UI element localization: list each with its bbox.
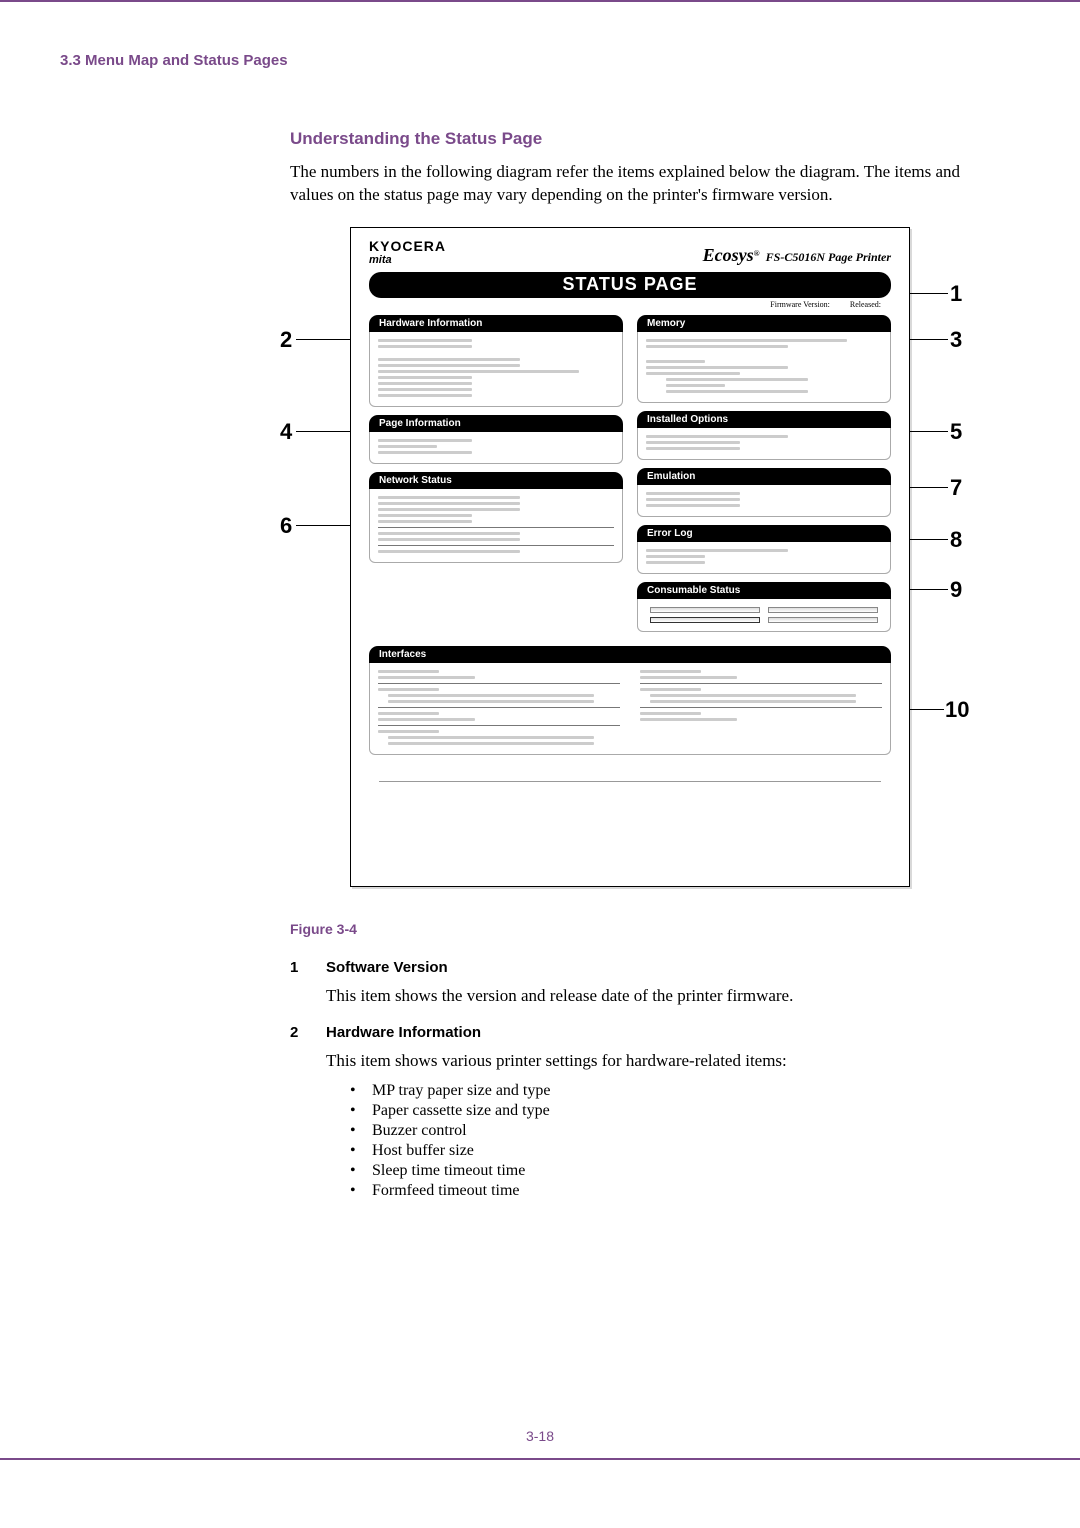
panel-title: Memory xyxy=(637,315,891,332)
meta-released: Released: xyxy=(850,300,881,309)
panel-network: Network Status xyxy=(369,472,623,563)
item-number: 1 xyxy=(290,959,304,976)
lead-line xyxy=(910,709,944,711)
bullet: Paper cassette size and type xyxy=(350,1102,1020,1120)
bullet: Host buffer size xyxy=(350,1142,1020,1160)
bullet: Sleep time timeout time xyxy=(350,1162,1020,1180)
bullet: MP tray paper size and type xyxy=(350,1082,1020,1100)
lead-line xyxy=(910,589,948,591)
panel-title: Page Information xyxy=(369,415,623,432)
panel-title: Network Status xyxy=(369,472,623,489)
panel-emulation: Emulation xyxy=(637,468,891,517)
callout-1: 1 xyxy=(950,281,962,307)
section-heading: Understanding the Status Page xyxy=(290,129,1020,149)
bullet: Formfeed timeout time xyxy=(350,1182,1020,1200)
section-breadcrumb: 3.3 Menu Map and Status Pages xyxy=(60,52,1020,69)
panel-hardware: Hardware Information xyxy=(369,315,623,407)
callout-10: 10 xyxy=(945,697,969,723)
panel-title: Error Log xyxy=(637,525,891,542)
item-2: 2 Hardware Information This item shows v… xyxy=(290,1024,1020,1201)
model-text: FS-C5016N Page Printer xyxy=(766,250,891,264)
item-1: 1 Software Version This item shows the v… xyxy=(290,959,1020,1008)
callout-3: 3 xyxy=(950,327,962,353)
panel-memory: Memory xyxy=(637,315,891,403)
panel-errorlog: Error Log xyxy=(637,525,891,574)
meta-firmware: Firmware Version: xyxy=(770,300,830,309)
bullet: Buzzer control xyxy=(350,1122,1020,1140)
item-bullets: MP tray paper size and type Paper casset… xyxy=(350,1082,1020,1200)
item-body: This item shows the version and release … xyxy=(326,984,966,1008)
brand-name: KYOCERA xyxy=(369,238,446,254)
panel-title: Emulation xyxy=(637,468,891,485)
status-page-diagram: 2 4 6 1 3 5 7 8 9 10 KYOCERA mita xyxy=(290,227,990,907)
firmware-meta: Firmware Version: Released: xyxy=(369,298,891,315)
status-page-mock: KYOCERA mita Ecosys® FS-C5016N Page Prin… xyxy=(350,227,910,887)
panel-installed: Installed Options xyxy=(637,411,891,460)
lead-line xyxy=(910,431,948,433)
callout-2: 2 xyxy=(280,327,292,353)
lead-line xyxy=(910,539,948,541)
callout-9: 9 xyxy=(950,577,962,603)
panel-pageinfo: Page Information xyxy=(369,415,623,464)
lead-line xyxy=(296,431,350,433)
lead-line xyxy=(910,293,948,295)
figure-label: Figure 3-4 xyxy=(290,921,1020,937)
lead-line xyxy=(296,339,350,341)
item-body: This item shows various printer settings… xyxy=(326,1049,966,1073)
callout-6: 6 xyxy=(280,513,292,539)
page-number: 3-18 xyxy=(0,1428,1080,1444)
status-page-title: STATUS PAGE xyxy=(369,272,891,298)
panel-title: Installed Options xyxy=(637,411,891,428)
item-title: Hardware Information xyxy=(326,1024,481,1041)
intro-paragraph: The numbers in the following diagram ref… xyxy=(290,161,980,207)
callout-8: 8 xyxy=(950,527,962,553)
lead-line xyxy=(910,339,948,341)
callout-4: 4 xyxy=(280,419,292,445)
panel-title: Consumable Status xyxy=(637,582,891,599)
panel-title: Hardware Information xyxy=(369,315,623,332)
item-title: Software Version xyxy=(326,959,448,976)
brand-sub: mita xyxy=(369,254,446,266)
document-page: 3.3 Menu Map and Status Pages Understand… xyxy=(0,0,1080,1460)
lead-line xyxy=(296,525,350,527)
callout-7: 7 xyxy=(950,475,962,501)
callout-5: 5 xyxy=(950,419,962,445)
lead-line xyxy=(910,487,948,489)
ecosys-logo: Ecosys xyxy=(703,245,754,265)
printer-model: Ecosys® FS-C5016N Page Printer xyxy=(703,245,891,266)
panel-title: Interfaces xyxy=(369,646,891,663)
panel-interfaces: Interfaces xyxy=(369,646,891,755)
panel-consumable: Consumable Status xyxy=(637,582,891,632)
item-number: 2 xyxy=(290,1024,304,1041)
brand-logo: KYOCERA mita xyxy=(369,238,446,266)
